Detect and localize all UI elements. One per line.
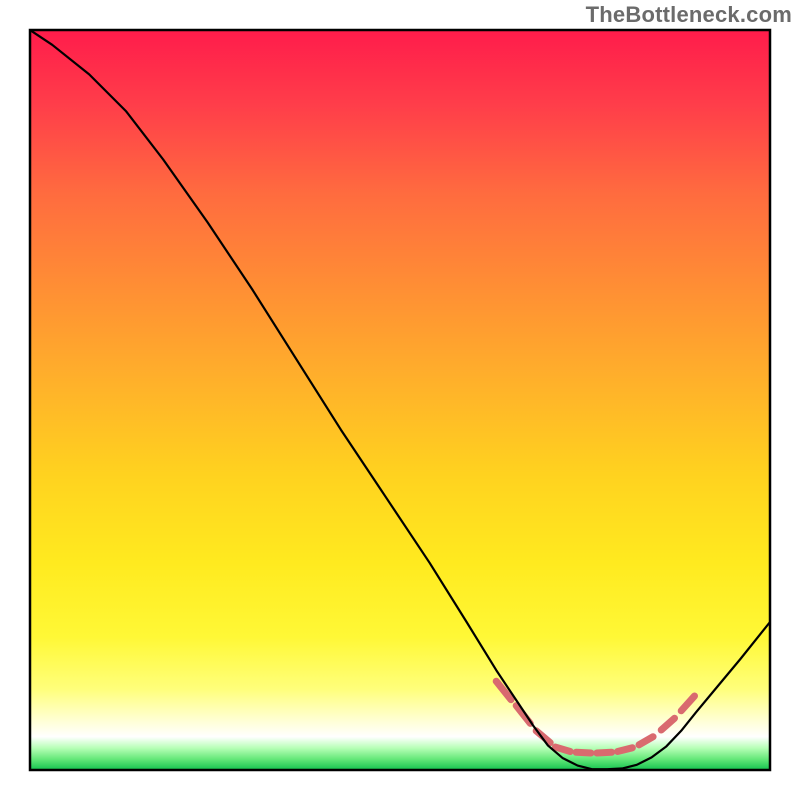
highlight-dash [555,747,570,751]
highlight-dash [618,748,633,752]
highlight-dash [576,752,591,753]
plot-background [30,30,770,770]
bottleneck-chart [0,0,800,800]
chart-stage: TheBottleneck.com [0,0,800,800]
highlight-dash [597,752,612,753]
